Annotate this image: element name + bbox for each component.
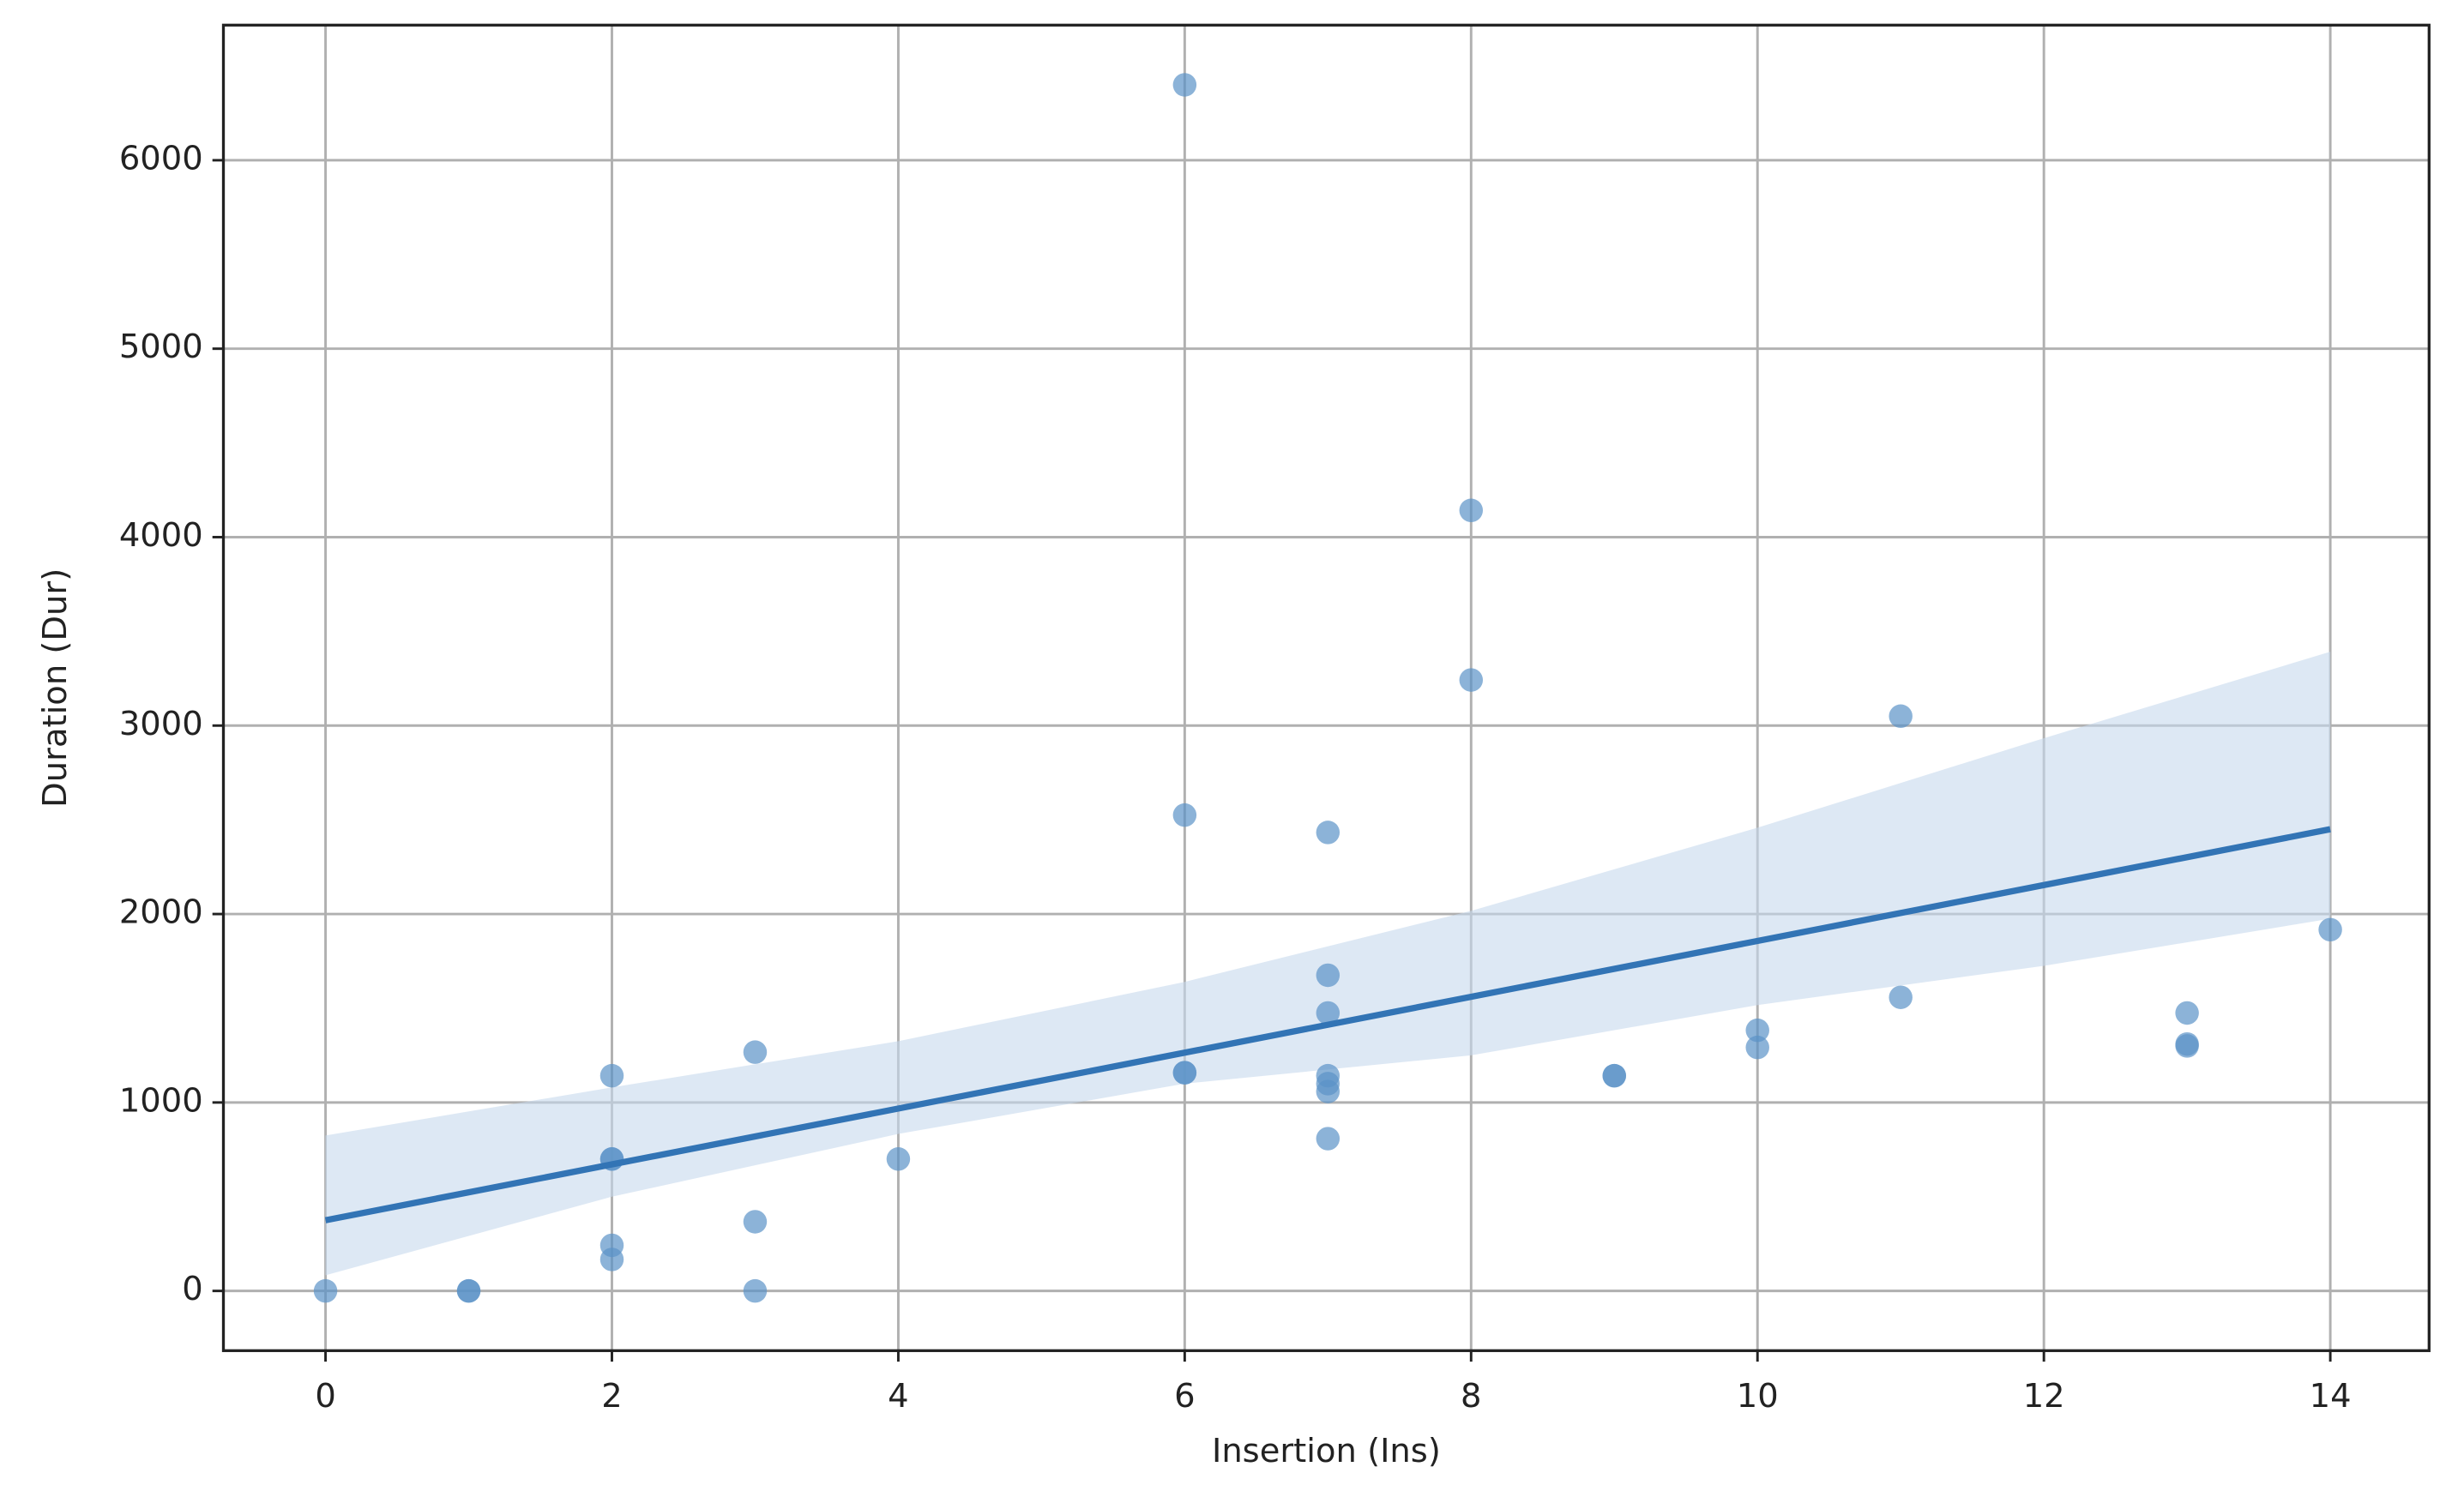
point	[1745, 1018, 1769, 1043]
y-tick-label: 5000	[119, 328, 203, 366]
y-tick-label: 4000	[119, 516, 203, 555]
point	[1889, 704, 1913, 729]
x-tick-label: 4	[888, 1377, 908, 1416]
x-tick-label: 6	[1174, 1377, 1195, 1416]
point	[1316, 1001, 1340, 1025]
x-tick-label: 2	[601, 1377, 622, 1416]
point	[886, 1147, 911, 1171]
y-tick-label: 1000	[119, 1081, 203, 1120]
point	[1316, 821, 1340, 845]
point	[599, 1247, 624, 1272]
x-tick-label: 14	[2310, 1377, 2352, 1416]
x-tick-label: 10	[1737, 1377, 1779, 1416]
regression-line	[324, 826, 2331, 1223]
y-tick-label: 3000	[119, 705, 203, 743]
x-tick-label: 8	[1461, 1377, 1481, 1416]
point	[1745, 1035, 1769, 1060]
point	[743, 1278, 768, 1303]
point	[1172, 73, 1197, 97]
x-axis-label: Insertion (Ins)	[1212, 1432, 1441, 1470]
point	[2175, 1001, 2199, 1025]
y-axis-label: Duration (Dur)	[36, 568, 75, 808]
plot-frame	[221, 23, 2431, 1352]
point	[743, 1040, 768, 1064]
x-tick-label: 12	[2023, 1377, 2065, 1416]
point	[1316, 963, 1340, 988]
point	[743, 1210, 768, 1234]
point	[1316, 1127, 1340, 1151]
point	[1316, 1079, 1340, 1103]
point	[1602, 1063, 1626, 1088]
point	[2318, 917, 2342, 942]
y-tick-label: 2000	[119, 893, 203, 932]
point	[1172, 1061, 1197, 1085]
x-tick-label: 0	[315, 1377, 335, 1416]
point	[1459, 668, 1484, 692]
point	[1172, 803, 1197, 827]
y-tick-label: 6000	[119, 139, 203, 177]
point	[2175, 1034, 2199, 1058]
point	[1889, 985, 1913, 1009]
y-tick-label: 0	[182, 1270, 202, 1308]
point	[1459, 498, 1484, 523]
point	[599, 1063, 624, 1088]
point	[313, 1278, 338, 1303]
point	[456, 1278, 481, 1303]
